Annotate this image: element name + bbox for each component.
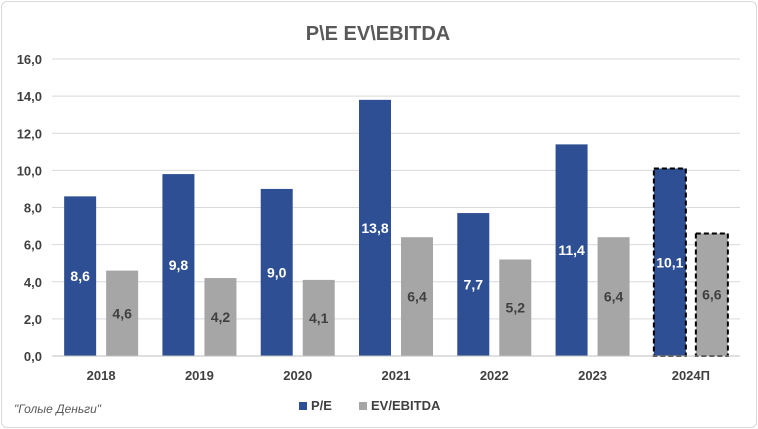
bars: 8,6 4,6 9,8 4,2 9,0 4,1 13,8 6,4 7,7 5,2 11,4 6,4 10… bbox=[64, 99, 729, 357]
y-tick-label: 6,0 bbox=[24, 238, 42, 253]
legend-swatch-pe bbox=[299, 402, 307, 410]
y-tick-label: 2,0 bbox=[24, 312, 42, 327]
data-label: 10,1 bbox=[656, 254, 683, 270]
legend-swatch-ev-ebitda bbox=[359, 402, 367, 410]
x-tick-label: 2018 bbox=[87, 368, 116, 383]
legend: P/E EV/EBITDA bbox=[299, 398, 441, 413]
source-note: "Голые Деньги" bbox=[14, 402, 102, 416]
x-tick-label: 2020 bbox=[283, 368, 312, 383]
y-tick-label: 4,0 bbox=[24, 275, 42, 290]
data-label: 7,7 bbox=[464, 277, 484, 293]
bar-pe-2019 bbox=[162, 174, 195, 356]
bar-pe-2021 bbox=[359, 99, 391, 357]
x-tick-label: 2024П bbox=[672, 368, 710, 383]
x-tick-label: 2021 bbox=[382, 368, 411, 383]
data-label: 4,1 bbox=[309, 310, 329, 326]
data-label: 6,4 bbox=[407, 289, 427, 305]
bar-ev-ebitda-2024П bbox=[694, 232, 729, 357]
gridlines bbox=[52, 58, 740, 320]
y-tick-label: 8,0 bbox=[24, 201, 42, 216]
y-tick-label: 14,0 bbox=[17, 89, 42, 104]
bar-ev-ebitda-2018 bbox=[106, 270, 139, 356]
bar-ev-ebitda-2022 bbox=[499, 259, 532, 356]
data-label: 11,4 bbox=[558, 242, 585, 258]
y-tick-label: 0,0 bbox=[24, 349, 42, 364]
data-label: 9,0 bbox=[267, 264, 287, 280]
x-tick-label: 2019 bbox=[185, 368, 214, 383]
bar-ev-ebitda-2023 bbox=[597, 237, 630, 356]
chart-title: P\E EV\EBITDA bbox=[306, 23, 450, 45]
bar-pe-2022 bbox=[457, 213, 490, 356]
y-tick-label: 10,0 bbox=[17, 163, 42, 178]
y-tick-label: 16,0 bbox=[17, 52, 42, 67]
x-axis: 2018 2019 2020 2021 2022 2023 2024П bbox=[52, 355, 740, 383]
legend-label-pe: P/E bbox=[311, 398, 332, 413]
y-axis: 0,0 2,0 4,0 6,0 8,0 10,0 12,0 14,0 16,0 bbox=[17, 52, 42, 364]
data-label: 8,6 bbox=[70, 268, 90, 284]
bar-pe-2018 bbox=[64, 196, 97, 356]
bar-ev-ebitda-2019 bbox=[204, 278, 237, 356]
bar-ev-ebitda-2020 bbox=[302, 279, 335, 356]
data-label: 4,2 bbox=[211, 309, 231, 325]
data-label: 9,8 bbox=[169, 257, 189, 273]
data-label: 5,2 bbox=[506, 300, 526, 316]
data-label: 4,6 bbox=[112, 305, 132, 321]
legend-label-ev-ebitda: EV/EBITDA bbox=[371, 398, 441, 413]
y-tick-label: 12,0 bbox=[17, 126, 42, 141]
x-tick-label: 2022 bbox=[480, 368, 509, 383]
data-label: 6,6 bbox=[702, 287, 722, 303]
bar-pe-2020 bbox=[260, 188, 293, 356]
bar-pe-2023 bbox=[555, 144, 588, 356]
x-tick-label: 2023 bbox=[578, 368, 607, 383]
data-label: 6,4 bbox=[604, 289, 624, 305]
data-label: 13,8 bbox=[361, 220, 388, 236]
bar-ev-ebitda-2021 bbox=[401, 237, 433, 356]
